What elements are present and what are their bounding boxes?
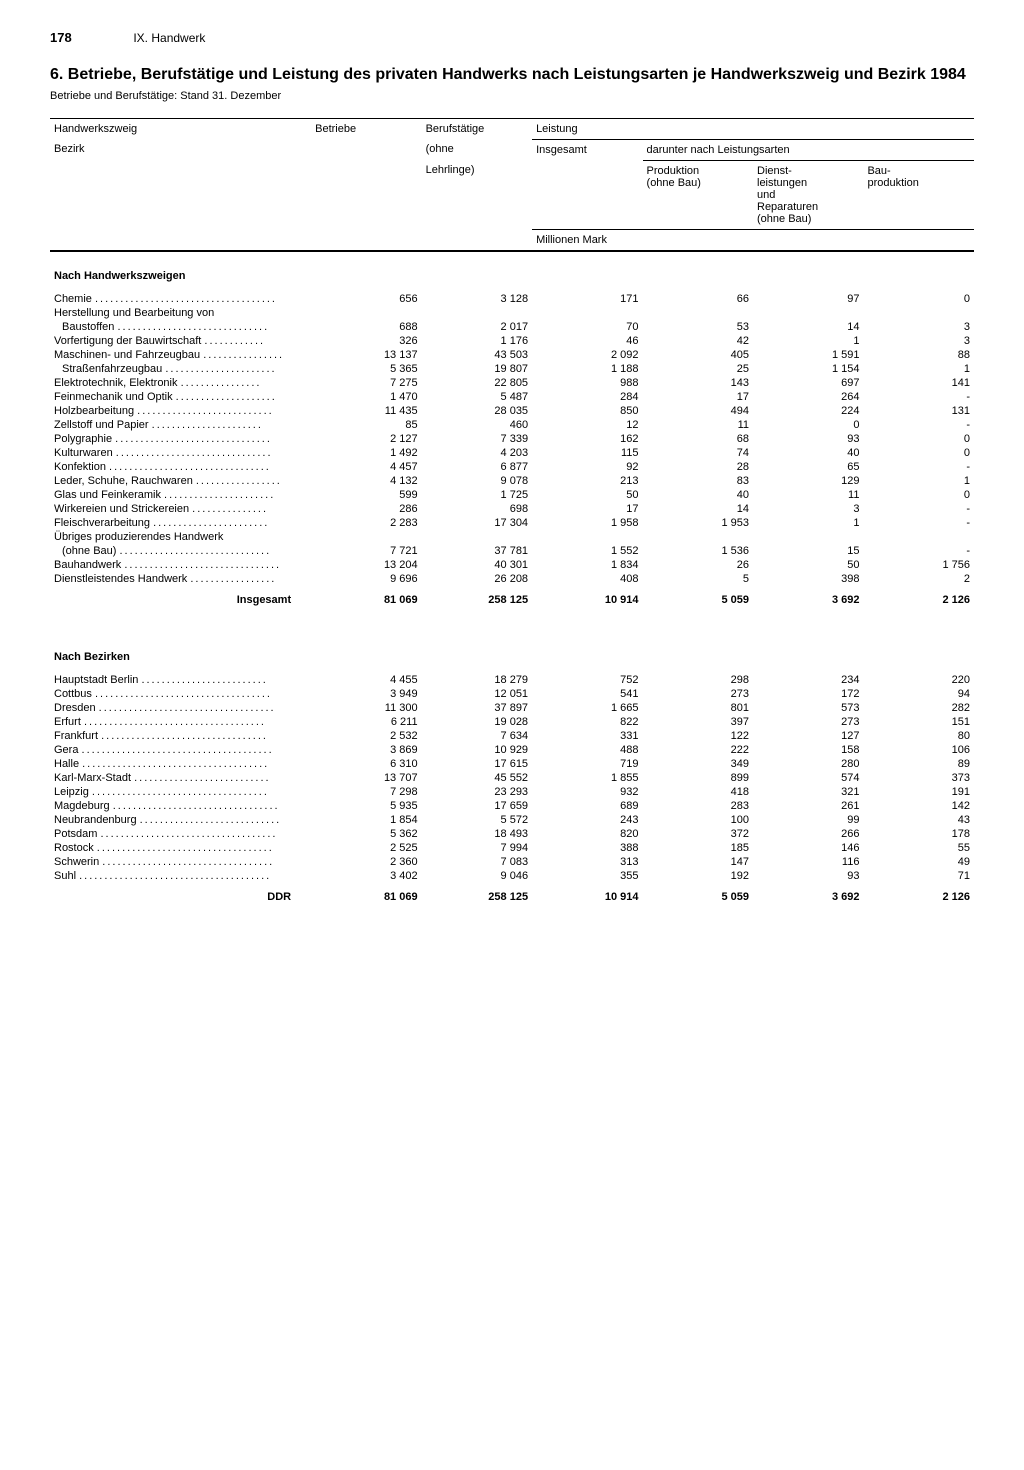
row-label: Straßenfahrzeugbau .....................… bbox=[50, 362, 311, 376]
section-heading: Nach Handwerkszweigen bbox=[50, 252, 974, 292]
row-label: Wirkereien und Strickereien ............… bbox=[50, 502, 311, 516]
row-label: Glas und Feinkeramik ...................… bbox=[50, 488, 311, 502]
row-label: Kulturwaren ............................… bbox=[50, 446, 311, 460]
row-label: Polygraphie ............................… bbox=[50, 432, 311, 446]
row-label: Maschinen- und Fahrzeugbau .............… bbox=[50, 348, 311, 362]
row-label: Frankfurt ..............................… bbox=[50, 729, 311, 743]
row-label: Bauhandwerk ............................… bbox=[50, 558, 311, 572]
section-heading: Nach Bezirken bbox=[50, 633, 974, 673]
table-subtitle: Betriebe und Berufstätige: Stand 31. Dez… bbox=[50, 90, 974, 102]
row-label: Magdeburg ..............................… bbox=[50, 799, 311, 813]
row-label: Dienstleistendes Handwerk ..............… bbox=[50, 572, 311, 586]
row-label: Cottbus ................................… bbox=[50, 687, 311, 701]
row-label: Schwerin ...............................… bbox=[50, 855, 311, 869]
row-label: Holzbearbeitung ........................… bbox=[50, 404, 311, 418]
page-header: 178 IX. Handwerk bbox=[50, 30, 974, 45]
row-label: Gera ...................................… bbox=[50, 743, 311, 757]
row-label: Elektrotechnik, Elektronik .............… bbox=[50, 376, 311, 390]
row-label: Fleischverarbeitung ....................… bbox=[50, 516, 311, 530]
row-label: Rostock ................................… bbox=[50, 841, 311, 855]
row-label: Erfurt .................................… bbox=[50, 715, 311, 729]
table-title: 6. Betriebe, Berufstätige und Leistung d… bbox=[50, 65, 974, 86]
row-label: Vorfertigung der Bauwirtschaft .........… bbox=[50, 334, 311, 348]
row-label: (ohne Bau) .............................… bbox=[50, 544, 311, 558]
row-label: Hauptstadt Berlin ......................… bbox=[50, 673, 311, 687]
row-label: Übriges produzierendes Handwerk bbox=[50, 530, 311, 544]
data-table: HandwerkszweigBetriebeBerufstätigeLeistu… bbox=[50, 118, 974, 904]
chapter-title: IX. Handwerk bbox=[133, 31, 205, 45]
row-label: Halle ..................................… bbox=[50, 757, 311, 771]
row-label: Baustoffen .............................… bbox=[50, 320, 311, 334]
row-label: Herstellung und Bearbeitung von bbox=[50, 306, 311, 320]
row-label: Potsdam ................................… bbox=[50, 827, 311, 841]
row-label: Konfektion .............................… bbox=[50, 460, 311, 474]
page-number: 178 bbox=[50, 30, 130, 45]
total-row: DDR81 069258 12510 9145 0593 6922 126 bbox=[50, 883, 974, 904]
row-label: Suhl ...................................… bbox=[50, 869, 311, 883]
row-label: Zellstoff und Papier ...................… bbox=[50, 418, 311, 432]
row-label: Dresden ................................… bbox=[50, 701, 311, 715]
total-row: Insgesamt81 069258 12510 9145 0593 6922 … bbox=[50, 586, 974, 607]
row-label: Karl-Marx-Stadt ........................… bbox=[50, 771, 311, 785]
row-label: Leipzig ................................… bbox=[50, 785, 311, 799]
row-label: Feinmechanik und Optik .................… bbox=[50, 390, 311, 404]
row-label: Chemie .................................… bbox=[50, 292, 311, 306]
row-label: Leder, Schuhe, Rauchwaren ..............… bbox=[50, 474, 311, 488]
row-label: Neubrandenburg .........................… bbox=[50, 813, 311, 827]
